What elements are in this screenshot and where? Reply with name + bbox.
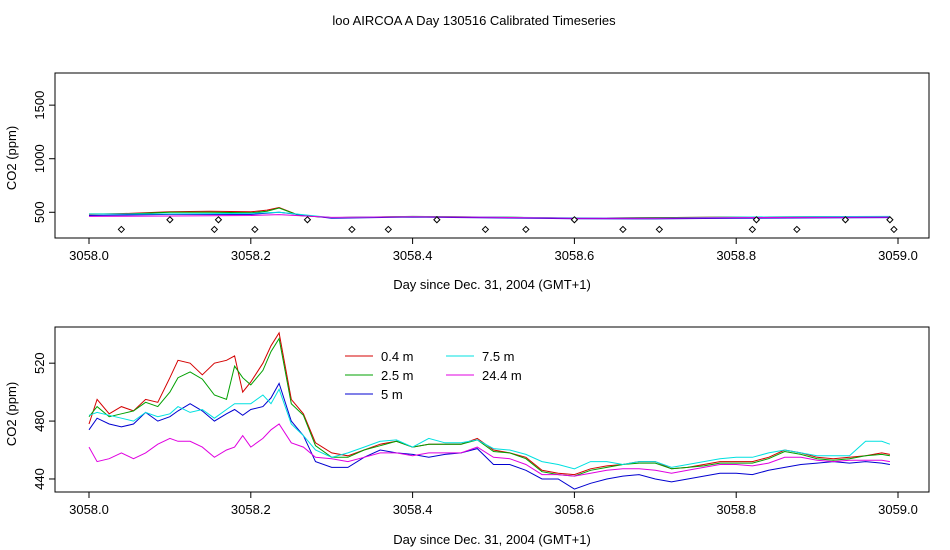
data-point-marker: [886, 216, 894, 224]
series-line-7-5-m: [88, 387, 891, 470]
data-point-marker: [481, 225, 490, 234]
x-tick-label: 3058.4: [393, 248, 433, 263]
legend-label: 5 m: [381, 387, 403, 402]
x-tick-label: 3058.0: [69, 248, 109, 263]
data-point-marker: [752, 216, 761, 224]
data-point-marker: [214, 216, 223, 224]
x-tick-label: 3059.0: [878, 502, 918, 517]
data-point-marker: [890, 225, 898, 234]
y-tick-label: 440: [32, 468, 47, 490]
panel-1-ylabel: CO2 (ppm): [4, 126, 19, 190]
panel-2: 440 480 520 3058.0 3058.2 3058.4 3058.6 3058.8…: [4, 326, 930, 547]
data-point-marker: [841, 216, 850, 224]
data-point-marker: [166, 216, 174, 224]
y-tick-label: 520: [32, 352, 47, 374]
data-point-marker: [348, 225, 356, 234]
x-tick-label: 3058.8: [716, 502, 756, 517]
x-tick-label: 3058.2: [231, 248, 271, 263]
y-tick-label: 1000: [32, 144, 47, 173]
x-tick-label: 3058.4: [393, 502, 433, 517]
y-tick-label: 1500: [32, 91, 47, 120]
series-line-24-4-m: [88, 423, 890, 477]
panel-2-xlabel: Day since Dec. 31, 2004 (GMT+1): [393, 532, 591, 547]
y-tick-label: 500: [32, 201, 47, 223]
data-point-marker: [570, 216, 579, 224]
panel-2-frame: [54, 326, 930, 493]
panel-1-series: [88, 206, 890, 220]
panel-2-legend: 0.4 m 2.5 m 5 m 7.5 m 24.4 m: [345, 349, 522, 402]
panel-1-frame: [54, 72, 930, 239]
panel-1-markers: [117, 216, 898, 234]
legend-label: 7.5 m: [482, 349, 515, 364]
panel-2-series: [88, 331, 891, 490]
x-tick-label: 3058.6: [555, 502, 595, 517]
data-point-marker: [522, 225, 530, 234]
data-point-marker: [793, 225, 801, 234]
data-point-marker: [384, 225, 393, 234]
series-line-5-m: [88, 382, 890, 490]
panel-2-y-axis: 440 480 520: [32, 352, 55, 490]
x-tick-label: 3058.2: [231, 502, 271, 517]
series-line-2-5-m: [88, 337, 890, 477]
legend-label: 0.4 m: [381, 349, 414, 364]
data-point-marker: [655, 225, 664, 234]
y-tick-label: 480: [32, 410, 47, 432]
chart-title: loo AIRCOA A Day 130516 Calibrated Times…: [332, 13, 616, 28]
data-point-marker: [433, 216, 441, 224]
legend-label: 2.5 m: [381, 368, 414, 383]
data-point-marker: [748, 225, 757, 234]
series-line-4: [88, 214, 890, 219]
x-tick-label: 3058.0: [69, 502, 109, 517]
data-point-marker: [303, 216, 312, 224]
data-point-marker: [619, 225, 627, 234]
data-point-marker: [210, 225, 219, 234]
panel-1-y-axis: 500 1000 1500: [32, 91, 55, 223]
legend-label: 24.4 m: [482, 368, 522, 383]
panel-1-x-axis: 3058.0 3058.2 3058.4 3058.6 3058.8 3059.0: [69, 238, 918, 263]
data-point-marker: [251, 225, 259, 234]
x-tick-label: 3059.0: [878, 248, 918, 263]
x-tick-label: 3058.8: [716, 248, 756, 263]
data-point-marker: [117, 225, 126, 234]
panel-2-x-axis: 3058.0 3058.2 3058.4 3058.6 3058.8 3059.0: [69, 492, 918, 517]
panel-2-ylabel: CO2 (ppm): [4, 382, 19, 446]
panel-1-xlabel: Day since Dec. 31, 2004 (GMT+1): [393, 277, 591, 292]
x-tick-label: 3058.6: [555, 248, 595, 263]
